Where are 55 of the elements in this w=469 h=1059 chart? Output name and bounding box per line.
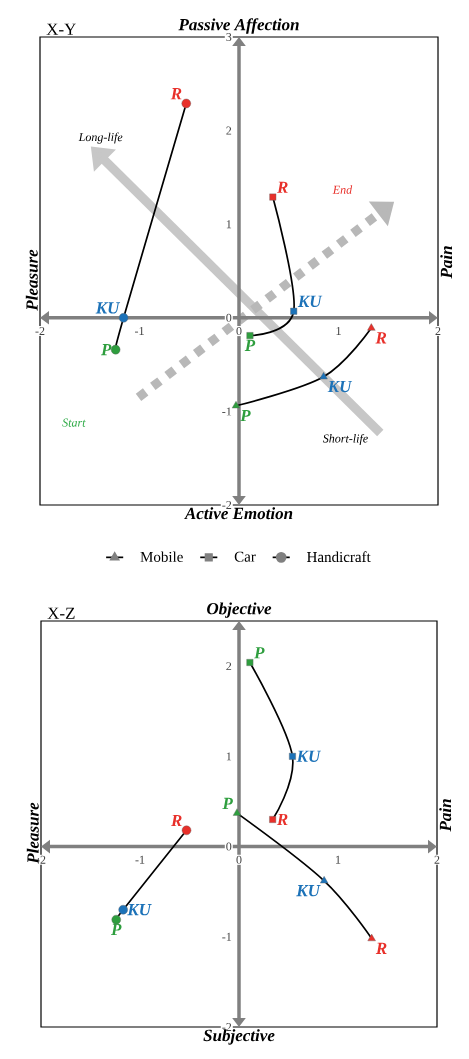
annotation: Start bbox=[62, 418, 86, 427]
y-tick-label: -1 bbox=[222, 407, 232, 416]
x-tick-label: 0 bbox=[236, 327, 242, 336]
text: Pleasure bbox=[26, 802, 39, 864]
data-label: P bbox=[111, 923, 122, 935]
y-tick-label: 1 bbox=[226, 220, 232, 229]
data-label: P bbox=[244, 339, 256, 351]
data-label: KU bbox=[296, 885, 321, 897]
data-label: R bbox=[170, 88, 182, 100]
y-tick-label: 2 bbox=[226, 126, 232, 135]
annotation: Long-life bbox=[78, 132, 123, 144]
data-label: P bbox=[240, 409, 251, 422]
y-tick-label: -1 bbox=[222, 932, 232, 941]
x-tick-label: 0 bbox=[236, 855, 242, 864]
data-label: P bbox=[254, 647, 265, 659]
legend-label: Mobile bbox=[140, 551, 183, 562]
y-tick-label: -2 bbox=[222, 1023, 232, 1031]
y-tick-label: -2 bbox=[222, 501, 232, 509]
x-tick-label: -1 bbox=[135, 855, 145, 864]
x-tick-label: 2 bbox=[434, 855, 440, 864]
x-tick-label: -1 bbox=[134, 327, 144, 335]
legend-label: Handicraft bbox=[307, 551, 371, 563]
x-tick-label: 1 bbox=[336, 327, 341, 335]
annotation: Short-life bbox=[322, 433, 368, 445]
y-tick-label: 3 bbox=[226, 32, 232, 42]
text: Subjective bbox=[203, 1029, 275, 1045]
chart-title: X-Z bbox=[47, 607, 75, 619]
data-label: R bbox=[276, 813, 288, 826]
text: Active Emotion bbox=[184, 507, 293, 520]
y-tick-label: 2 bbox=[226, 662, 232, 671]
data-label: P bbox=[222, 797, 233, 809]
data-label: KU bbox=[127, 904, 152, 916]
y-tick-label: 1 bbox=[226, 752, 232, 761]
x-tick-label: 2 bbox=[435, 327, 441, 335]
data-label: KU bbox=[95, 302, 121, 314]
data-label: P bbox=[101, 344, 112, 356]
data-label: R bbox=[375, 942, 387, 954]
text: Passive Affection bbox=[178, 18, 299, 34]
data-label: R bbox=[170, 814, 182, 827]
text: Objective bbox=[207, 602, 272, 618]
text: Pleasure bbox=[25, 249, 38, 311]
data-label: R bbox=[277, 181, 288, 193]
annotation: End bbox=[332, 185, 353, 194]
y-tick-label: 0 bbox=[226, 313, 232, 322]
data-label: KU bbox=[296, 750, 321, 762]
x-tick-label: -2 bbox=[35, 327, 45, 335]
text: Pain bbox=[440, 246, 453, 279]
y-tick-label: 0 bbox=[226, 842, 232, 851]
text: Pain bbox=[439, 799, 452, 832]
chart-title: X-Y bbox=[46, 23, 76, 35]
x-tick-label: 1 bbox=[336, 855, 341, 864]
data-label: KU bbox=[327, 380, 353, 393]
legend-label: Car bbox=[234, 551, 256, 562]
data-label: R bbox=[375, 332, 387, 344]
data-label: KU bbox=[297, 295, 323, 308]
